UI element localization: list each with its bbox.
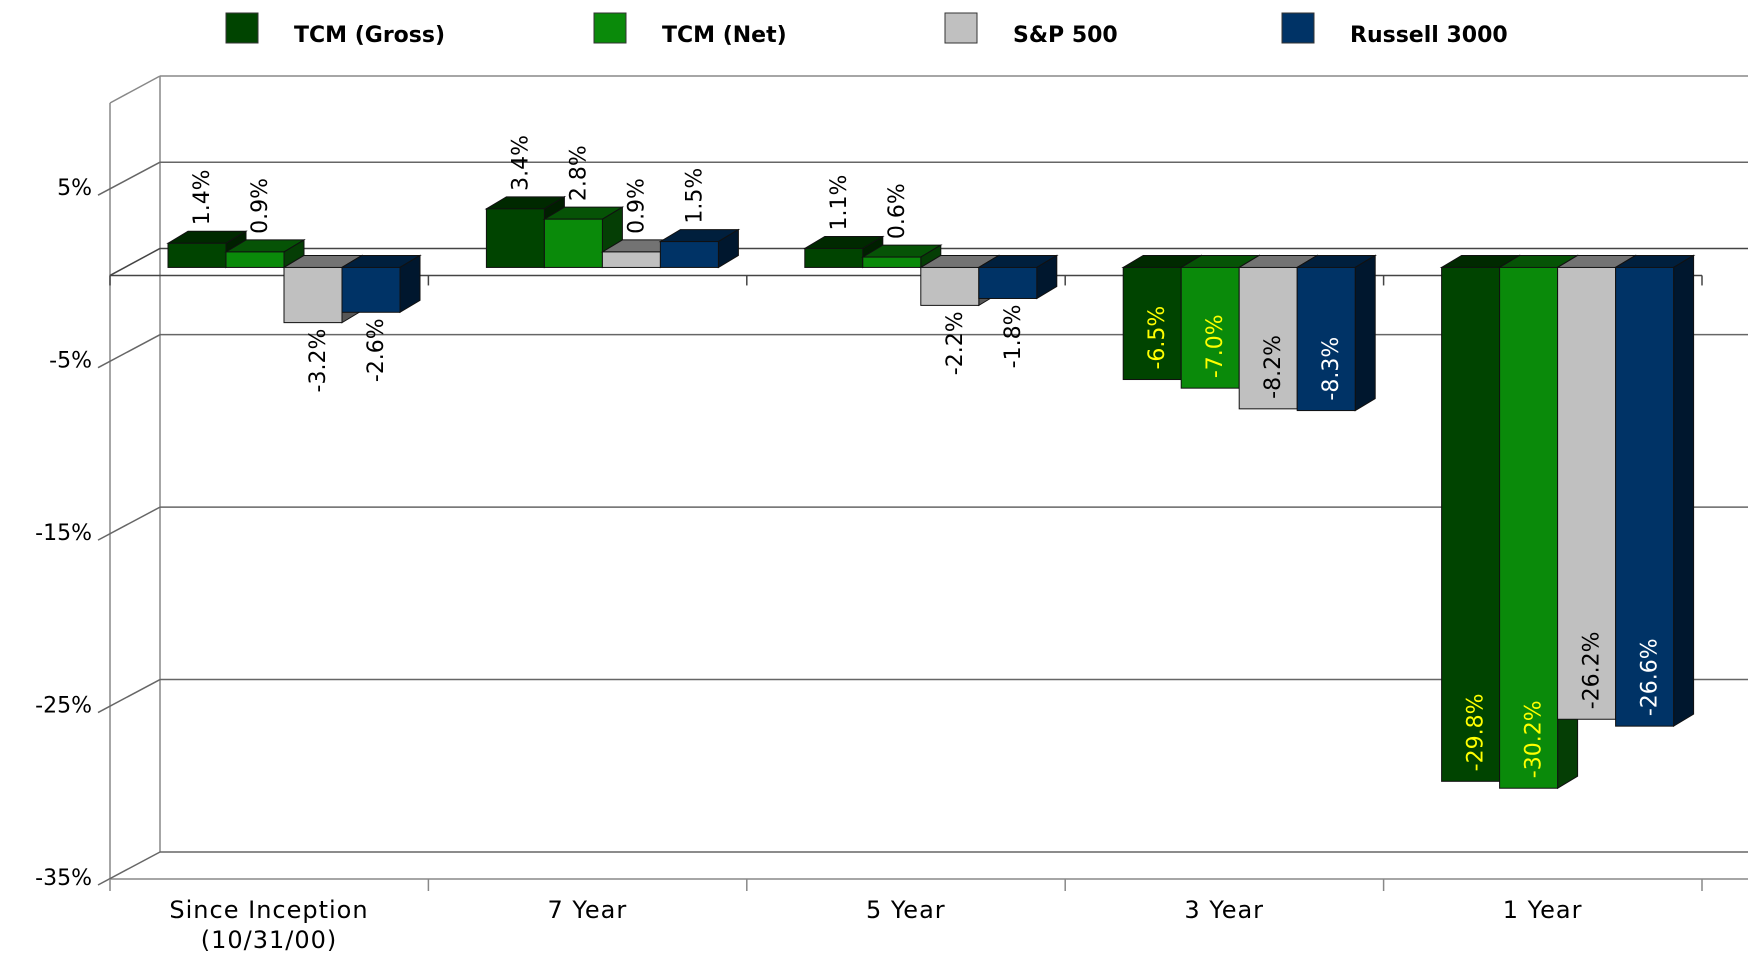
bar <box>485 208 545 268</box>
value-label: 3.4% <box>508 135 533 191</box>
value-label: 0.9% <box>248 178 273 234</box>
value-label: -3.2% <box>306 329 331 393</box>
value-label: 0.6% <box>885 183 910 239</box>
legend-swatch <box>1281 12 1315 44</box>
bar <box>341 266 401 313</box>
value-label: -26.6% <box>1638 638 1663 716</box>
bar <box>920 266 980 306</box>
y-tick-label: -35% <box>35 866 92 891</box>
x-tick-label: 3 Year <box>1184 896 1265 924</box>
bar <box>862 256 922 268</box>
bar <box>1615 266 1675 727</box>
y-tick <box>97 506 161 541</box>
zero-line-back <box>109 247 161 277</box>
bar <box>978 266 1038 299</box>
y-axis-top <box>109 75 161 104</box>
value-label: 1.5% <box>682 168 707 224</box>
y-tick-label: 5% <box>57 176 92 201</box>
bar-side <box>1673 254 1695 728</box>
legend-label: TCM (Gross) <box>294 23 445 48</box>
value-label: 1.4% <box>190 169 215 225</box>
y-tick <box>97 678 161 714</box>
bar <box>1238 266 1298 410</box>
x-tick-label: 7 Year <box>547 896 628 924</box>
x-tick-label: Since Inception (10/31/00) <box>169 896 369 953</box>
y-tick <box>97 851 161 886</box>
bar <box>1499 266 1559 789</box>
value-label: -6.5% <box>1145 306 1170 370</box>
legend-label: S&P 500 <box>1013 23 1118 48</box>
bar <box>283 266 343 324</box>
bar-side <box>1354 254 1376 412</box>
y-tick-label: -5% <box>49 349 92 374</box>
value-label: -30.2% <box>1522 700 1547 778</box>
x-tick-label: 5 Year <box>865 896 946 924</box>
value-label: -7.0% <box>1203 314 1228 378</box>
bar <box>1296 266 1356 412</box>
y-tick <box>97 334 161 369</box>
legend-label: TCM (Net) <box>662 23 787 48</box>
y-tick <box>97 161 161 196</box>
value-label: -29.8% <box>1464 694 1489 772</box>
x-tick-label: 1 Year <box>1502 896 1583 924</box>
bar <box>225 251 285 268</box>
bar <box>659 241 719 268</box>
value-label: 1.1% <box>827 175 852 231</box>
bar <box>1180 266 1240 389</box>
bar <box>601 251 661 268</box>
y-tick-label: -15% <box>35 521 92 546</box>
legend-swatch <box>944 12 978 44</box>
value-label: -8.2% <box>1261 335 1286 399</box>
bar <box>1122 266 1182 381</box>
value-label: -26.2% <box>1580 631 1605 709</box>
legend-swatch <box>225 12 259 44</box>
bar <box>543 218 603 268</box>
value-label: -2.6% <box>364 318 389 382</box>
value-label: -8.3% <box>1319 337 1344 401</box>
legend-swatch <box>593 12 627 44</box>
y-tick-label: -25% <box>35 694 92 719</box>
value-label: 2.8% <box>566 145 591 201</box>
bar <box>804 247 864 268</box>
value-label: -1.8% <box>1001 304 1026 368</box>
value-label: -2.2% <box>943 311 968 375</box>
bar <box>167 242 227 268</box>
value-label: 0.9% <box>624 178 649 234</box>
legend-label: Russell 3000 <box>1350 23 1508 48</box>
